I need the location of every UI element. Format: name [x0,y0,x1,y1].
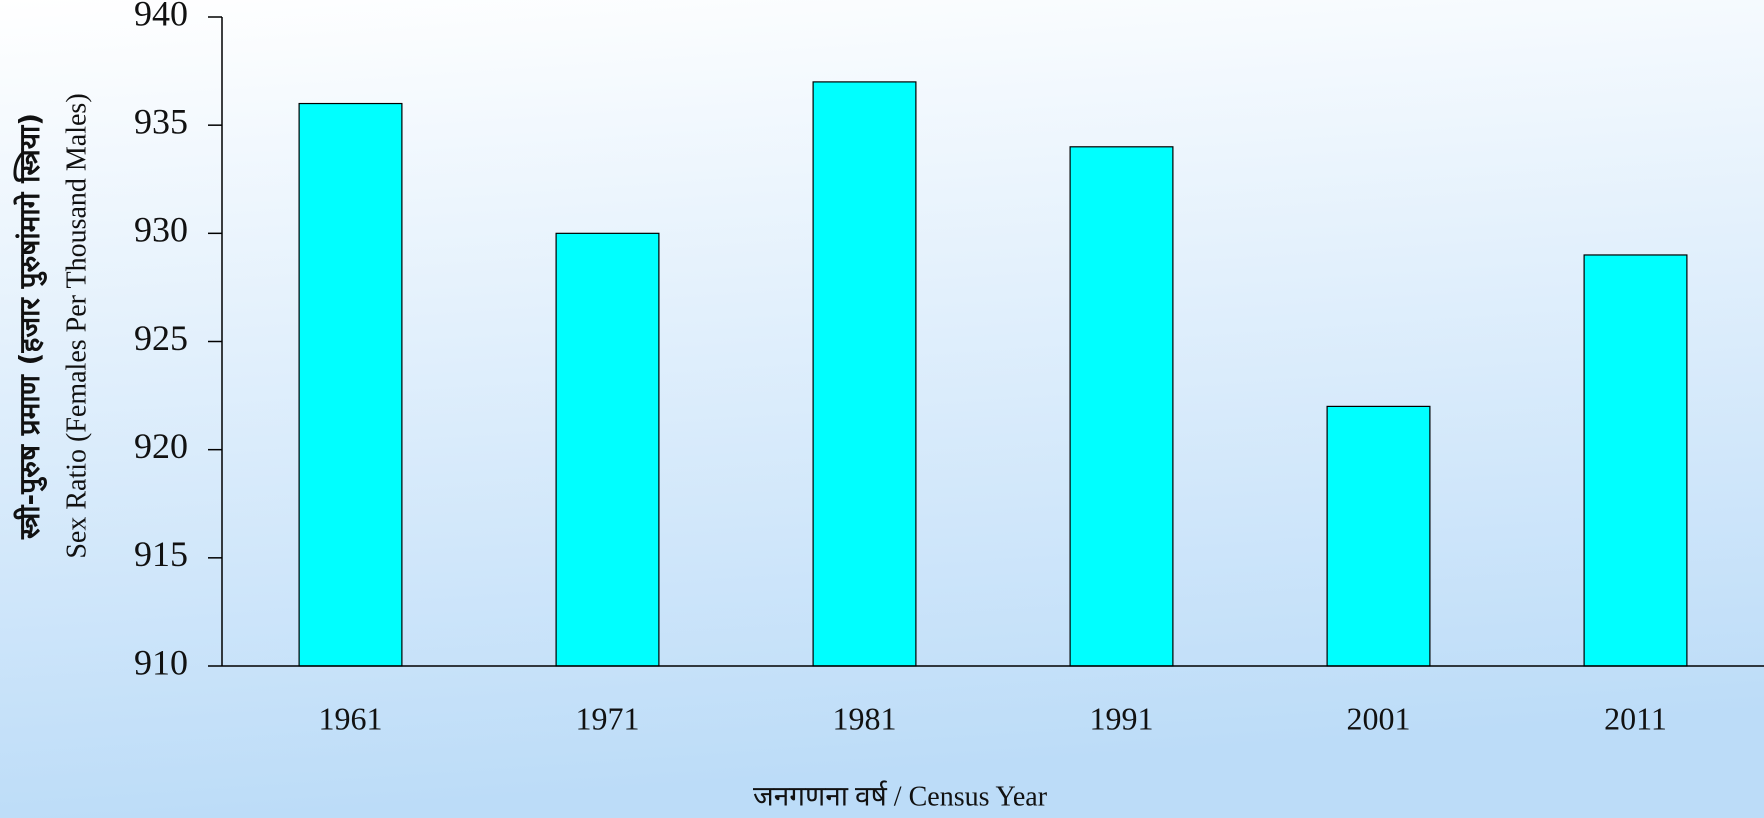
bar [555,232,660,667]
y-axis-label: स्त्री-पुरुष प्रमाण (हजार पुरुषांमागे स्… [13,113,47,540]
bar [298,102,403,667]
y-tick-label: 935 [134,101,188,141]
bar [812,81,917,667]
y-axis-label: Sex Ratio (Females Per Thousand Males) [61,93,92,558]
x-tick-label: 2011 [1604,700,1667,736]
bar [1326,405,1431,667]
x-tick-label: 1981 [833,700,897,736]
y-tick-label: 925 [134,318,188,358]
x-tick-label: 1971 [576,700,640,736]
x-tick-label: 2001 [1347,700,1411,736]
y-tick-label: 915 [134,534,188,574]
y-tick-label: 920 [134,426,188,466]
x-tick-label: 1961 [319,700,383,736]
y-tick-label: 930 [134,210,188,250]
bar [1069,146,1174,667]
y-tick-label: 940 [134,0,188,33]
y-tick-label: 910 [134,642,188,682]
bar [1583,254,1688,667]
x-tick-label: 1991 [1090,700,1154,736]
x-axis-label: जनगणना वर्ष / Census Year [753,779,1048,812]
